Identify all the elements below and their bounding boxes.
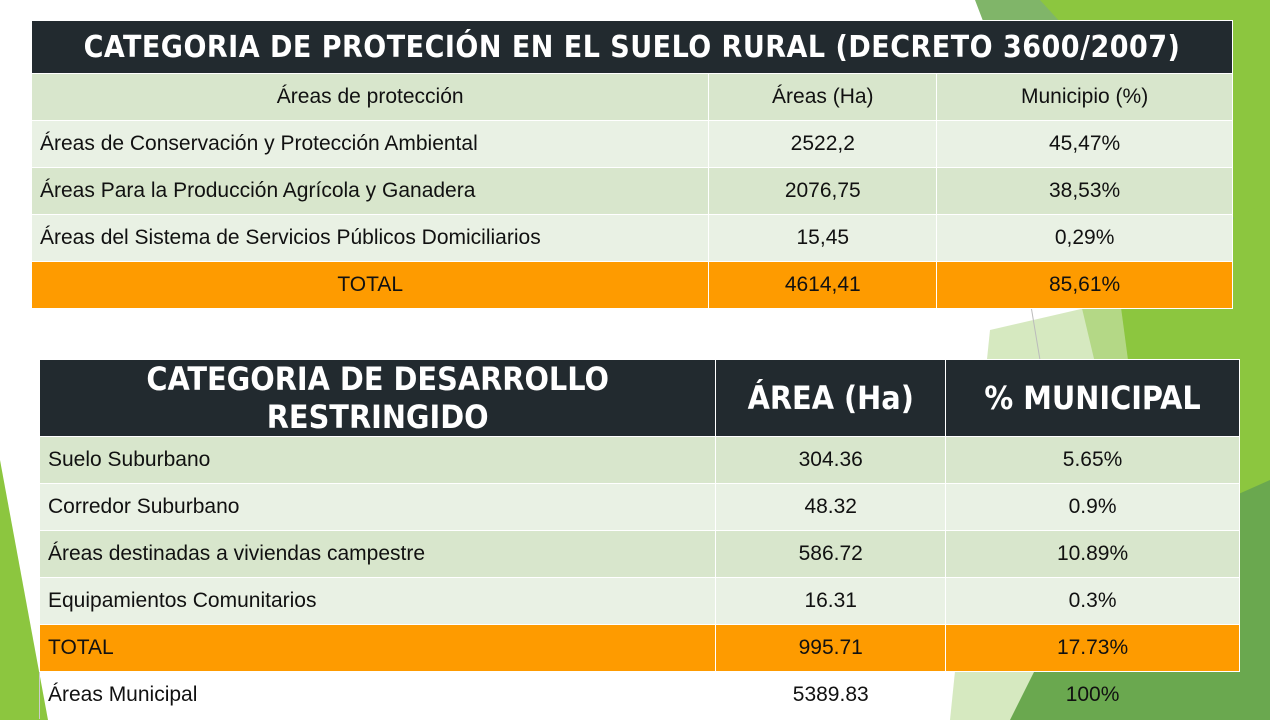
row-label: Áreas del Sistema de Servicios Públicos …: [30, 214, 710, 262]
row-area: 15,45: [708, 214, 938, 262]
protection-table-header: Áreas de protección Áreas (Ha) Municipio…: [30, 73, 1233, 121]
row-pct: 10.89%: [945, 530, 1240, 578]
row-label: Suelo Suburbano: [38, 436, 717, 484]
row-label: Equipamientos Comunitarios: [38, 577, 717, 625]
row-area: 16.31: [715, 577, 947, 625]
protection-table: CATEGORIA DE PROTECIÓN EN EL SUELO RURAL…: [30, 20, 1233, 309]
table-row: Áreas destinadas a viviendas campestre 5…: [38, 530, 1240, 578]
total-row: TOTAL 995.71 17.73%: [38, 624, 1240, 672]
total-row: TOTAL 4614,41 85,61%: [30, 261, 1233, 309]
total-label: TOTAL: [38, 624, 717, 672]
row-pct: 5.65%: [945, 436, 1240, 484]
header-municipio-pct: Municipio (%): [936, 73, 1233, 121]
total-area: 4614,41: [708, 261, 938, 309]
row-label: Áreas de Conservación y Protección Ambie…: [30, 120, 710, 168]
table-row: Áreas del Sistema de Servicios Públicos …: [30, 214, 1233, 262]
total-label: TOTAL: [30, 261, 710, 309]
row-area: 2076,75: [708, 167, 938, 215]
header-pct-municipal: % MUNICIPAL: [945, 359, 1240, 437]
row-label: Corredor Suburbano: [38, 483, 717, 531]
municipal-area: 5389.83: [792, 683, 869, 707]
row-area: 586.72: [715, 530, 947, 578]
table-row: Suelo Suburbano 304.36 5.65%: [38, 436, 1240, 484]
row-label: Áreas Para la Producción Agrícola y Gana…: [30, 167, 710, 215]
table-row: Áreas Para la Producción Agrícola y Gana…: [30, 167, 1233, 215]
municipal-pct: 100%: [1065, 683, 1120, 707]
row-pct: 0,29%: [936, 214, 1233, 262]
table-row: Corredor Suburbano 48.32 0.9%: [38, 483, 1240, 531]
row-pct: 45,47%: [936, 120, 1233, 168]
header-area-ha: ÁREA (Ha): [715, 359, 947, 437]
header-categoria: CATEGORIA DE DESARROLLO RESTRINGIDO: [38, 359, 717, 437]
municipal-label: Áreas Municipal: [38, 671, 716, 719]
row-pct: 0.3%: [945, 577, 1240, 625]
total-pct: 85,61%: [936, 261, 1233, 309]
row-pct: 0.9%: [945, 483, 1240, 531]
row-label: Áreas destinadas a viviendas campestre: [38, 530, 717, 578]
header-areas-ha: Áreas (Ha): [708, 73, 938, 121]
restricted-development-table: CATEGORIA DE DESARROLLO RESTRINGIDO ÁREA…: [38, 359, 1240, 719]
row-pct: 38,53%: [936, 167, 1233, 215]
row-area: 2522,2: [708, 120, 938, 168]
row-area: 48.32: [715, 483, 947, 531]
protection-table-title: CATEGORIA DE PROTECIÓN EN EL SUELO RURAL…: [31, 20, 1233, 74]
header-areas-proteccion: Áreas de protección: [30, 73, 710, 121]
table-row: Equipamientos Comunitarios 16.31 0.3%: [38, 577, 1240, 625]
row-area: 304.36: [715, 436, 947, 484]
table-row: Áreas de Conservación y Protección Ambie…: [30, 120, 1233, 168]
total-pct: 17.73%: [945, 624, 1240, 672]
municipal-row: Áreas Municipal 5389.83 100%: [38, 671, 1240, 719]
total-area: 995.71: [715, 624, 947, 672]
